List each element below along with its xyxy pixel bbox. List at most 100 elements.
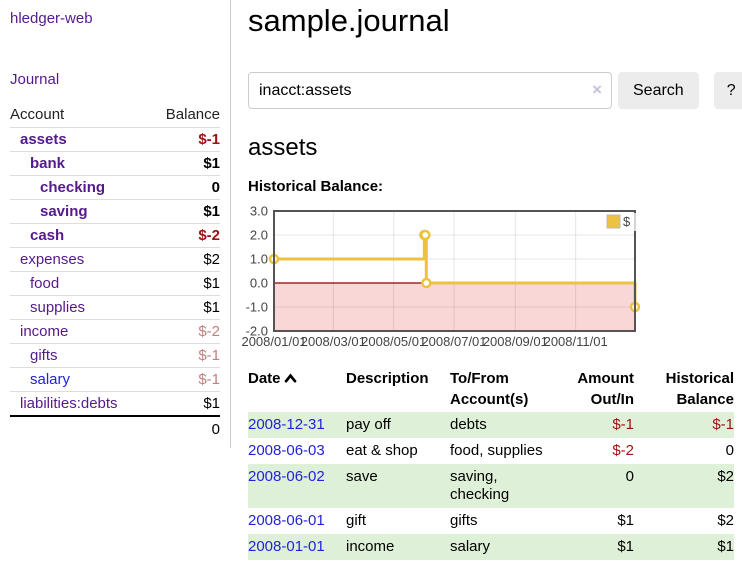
register-table: Date Description To/From Account(s) Amou… (248, 366, 734, 560)
account-row: salary $-1 (10, 367, 220, 392)
account-balance: $1 (149, 391, 220, 416)
transaction-balance: $1 (717, 538, 734, 555)
account-row: income $-2 (10, 319, 220, 344)
account-row: supplies $1 (10, 295, 220, 320)
account-link[interactable]: income (20, 323, 69, 340)
transaction-balance: 0 (725, 442, 734, 459)
svg-text:2.0: 2.0 (250, 228, 268, 243)
register-body: 2008-12-31 pay off debts $-1 $-1 2008-06-03 ea… (248, 412, 734, 560)
account-row: bank $1 (10, 151, 220, 176)
transaction-date-link[interactable]: 2008-12-31 (248, 416, 325, 433)
account-link[interactable]: food (30, 275, 60, 292)
transaction-balance: $2 (717, 468, 734, 485)
transaction-accounts: gifts (450, 512, 478, 529)
clear-search-icon[interactable]: × (592, 80, 602, 99)
account-balance: $1 (149, 199, 220, 224)
transaction-date-link[interactable]: 2008-06-03 (248, 442, 325, 459)
amount-column-header: Amount Out/In (577, 370, 634, 408)
transaction-balance: $2 (717, 512, 734, 529)
description-column-header: Description (346, 370, 429, 387)
chart-title: Historical Balance: (248, 178, 384, 195)
transaction-row: 2008-01-01 income salary $1 $1 (248, 534, 734, 560)
journal-link[interactable]: Journal (10, 71, 60, 88)
account-balance: $1 (149, 295, 220, 320)
transaction-balance: $-1 (712, 416, 734, 433)
transaction-row: 2008-06-03 eat & shop food, supplies $-2 0 (248, 438, 734, 464)
search-button[interactable]: Search (618, 72, 699, 109)
transaction-accounts: food, supplies (450, 442, 543, 459)
account-balance: $1 (149, 151, 220, 176)
account-total-row: 0 (10, 415, 220, 442)
transaction-date-link[interactable]: 2008-06-01 (248, 512, 325, 529)
date-column-header[interactable]: Date (248, 366, 346, 412)
transaction-amount: 0 (625, 468, 634, 485)
account-row: saving $1 (10, 199, 220, 224)
account-row: gifts $-1 (10, 343, 220, 368)
total-spacer (10, 415, 150, 442)
account-tree-header: Account Balance (10, 104, 220, 128)
account-row: liabilities:debts $1 (10, 391, 220, 416)
svg-text:2008/11/01: 2008/11/01 (544, 334, 608, 349)
svg-text:2008/05/01: 2008/05/01 (361, 334, 426, 349)
total-balance: 0 (149, 415, 220, 442)
account-link[interactable]: bank (30, 155, 66, 172)
transaction-row: 2008-06-01 gift gifts $1 $2 (248, 508, 734, 534)
account-heading: assets (248, 134, 318, 161)
account-balance: $-1 (149, 127, 220, 152)
transaction-date-link[interactable]: 2008-06-02 (248, 468, 325, 485)
svg-text:3.0: 3.0 (250, 204, 268, 219)
account-tree-body: assets $-1 bank $1 checking 0 saving $1 cash $-2 e… (10, 127, 220, 416)
transaction-row: 2008-12-31 pay off debts $-1 $-1 (248, 412, 734, 438)
account-balance: $-2 (149, 223, 220, 248)
account-row: checking 0 (10, 175, 220, 200)
account-balance: $-1 (149, 367, 220, 392)
tofrom-column-header: To/From Account(s) (450, 370, 529, 408)
transaction-accounts: debts (450, 416, 487, 433)
account-link[interactable]: checking (40, 179, 106, 196)
transaction-date-link[interactable]: 2008-01-01 (248, 538, 325, 555)
sidebar: hledger-web Journal Account Balance asse… (0, 0, 231, 448)
svg-text:1.0: 1.0 (250, 252, 268, 267)
sort-ascending-icon (284, 373, 296, 383)
transaction-accounts: saving, checking (450, 468, 510, 503)
account-balance: 0 (149, 175, 220, 200)
account-link[interactable]: assets (20, 131, 67, 148)
transaction-amount: $1 (617, 538, 634, 555)
account-link[interactable]: cash (30, 227, 65, 244)
account-row: expenses $2 (10, 247, 220, 272)
account-link[interactable]: gifts (30, 347, 58, 364)
balance-column-header: Balance (165, 106, 220, 123)
app-brand-link[interactable]: hledger-web (10, 10, 93, 27)
svg-text:2008/01/01: 2008/01/01 (241, 334, 306, 349)
account-tree: Account Balance assets $-1 bank $1 checking 0… (10, 104, 220, 442)
account-balance: $1 (149, 271, 220, 296)
search-help-button[interactable]: ? (713, 72, 742, 109)
transaction-amount: $1 (617, 512, 634, 529)
transaction-description: gift (346, 512, 367, 529)
search-input[interactable] (248, 72, 612, 109)
transaction-description: save (346, 468, 378, 485)
historical-balance-chart: $3.0 2.0 1.0 0.0 -1.0 -2.0 2008/01/01 2008/03/0… (241, 204, 734, 349)
account-row: assets $-1 (10, 127, 220, 152)
account-row: food $1 (10, 271, 220, 296)
balance-column-header-main: Historical Balance (665, 370, 734, 408)
transaction-amount: $-1 (612, 416, 634, 433)
account-balance: $-1 (149, 343, 220, 368)
account-balance: $-2 (149, 319, 220, 344)
svg-text:-2.0: -2.0 (246, 324, 268, 339)
account-link[interactable]: supplies (30, 299, 86, 316)
svg-text:0.0: 0.0 (250, 276, 268, 291)
transaction-description: eat & shop (346, 442, 418, 459)
transaction-description: income (346, 538, 395, 555)
date-header-label: Date (248, 370, 281, 387)
account-balance: $2 (149, 247, 220, 272)
svg-text:$: $ (623, 214, 631, 229)
account-link[interactable]: liabilities:debts (20, 395, 118, 412)
account-link[interactable]: saving (40, 203, 88, 220)
account-column-header: Account (10, 106, 65, 123)
account-link[interactable]: salary (30, 371, 71, 388)
register-header-row: Date Description To/From Account(s) Amou… (248, 366, 734, 412)
account-link[interactable]: expenses (20, 251, 85, 268)
main-content: sample.journal × Search ? assets Histori… (241, 0, 742, 560)
transaction-amount: $-2 (612, 442, 634, 459)
